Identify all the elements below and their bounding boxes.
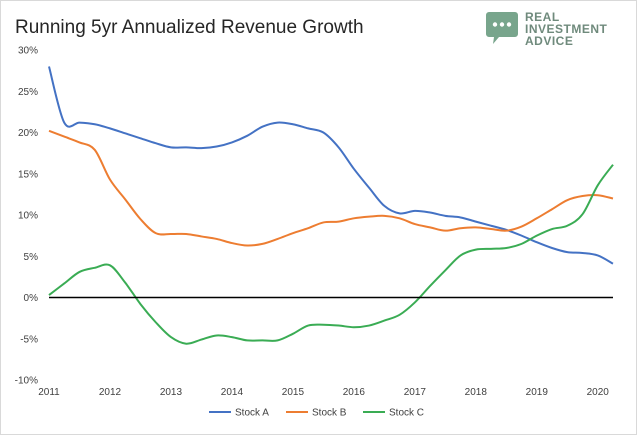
brand-line: REAL bbox=[525, 10, 560, 24]
legend-item: Stock A bbox=[209, 408, 269, 419]
x-tick-label: 2017 bbox=[404, 387, 427, 398]
x-tick-label: 2020 bbox=[587, 387, 610, 398]
legend: Stock A Stock B Stock C bbox=[209, 408, 424, 419]
x-tick-label: 2018 bbox=[465, 387, 488, 398]
y-tick-label: 20% bbox=[18, 128, 38, 139]
y-tick-label: 15% bbox=[18, 169, 38, 180]
y-tick-label: -5% bbox=[20, 334, 38, 345]
chart-title: Running 5yr Annualized Revenue Growth bbox=[15, 17, 364, 38]
x-tick-label: 2015 bbox=[282, 387, 305, 398]
y-tick-label: 0% bbox=[24, 293, 39, 304]
legend-label: Stock B bbox=[312, 408, 347, 419]
x-tick-label: 2011 bbox=[38, 387, 60, 398]
series-line-stock-c bbox=[48, 164, 614, 345]
legend-item: Stock B bbox=[286, 408, 347, 419]
chat-bubble-icon bbox=[486, 12, 518, 44]
legend-label: Stock C bbox=[389, 408, 424, 419]
x-tick-label: 2016 bbox=[343, 387, 366, 398]
x-tick-label: 2019 bbox=[526, 387, 549, 398]
brand-name: REAL INVESTMENT ADVICE bbox=[525, 11, 635, 47]
brand-line: ADVICE bbox=[525, 34, 574, 48]
legend-item: Stock C bbox=[363, 408, 424, 419]
legend-label: Stock A bbox=[235, 408, 269, 419]
x-tick-label: 2014 bbox=[221, 387, 244, 398]
x-tick-label: 2012 bbox=[99, 387, 122, 398]
y-tick-label: 10% bbox=[18, 211, 38, 222]
y-tick-label: 5% bbox=[24, 252, 39, 263]
y-tick-label: -10% bbox=[15, 376, 38, 387]
y-axis-ticks: 30% 25% 20% 15% 10% 5% 0% -5% -10% bbox=[15, 46, 38, 387]
y-tick-label: 25% bbox=[18, 87, 38, 98]
brand-logo: REAL INVESTMENT ADVICE bbox=[485, 10, 635, 50]
x-tick-label: 2013 bbox=[160, 387, 183, 398]
x-axis-ticks: 2011 2012 2013 2014 2015 2016 2017 2018 2019 2020 bbox=[38, 387, 609, 398]
series-lines bbox=[48, 66, 614, 345]
series-line-stock-b bbox=[48, 129, 614, 247]
series-line-stock-a bbox=[48, 66, 614, 265]
brand-line: INVESTMENT bbox=[525, 22, 608, 36]
y-tick-label: 30% bbox=[18, 46, 38, 57]
